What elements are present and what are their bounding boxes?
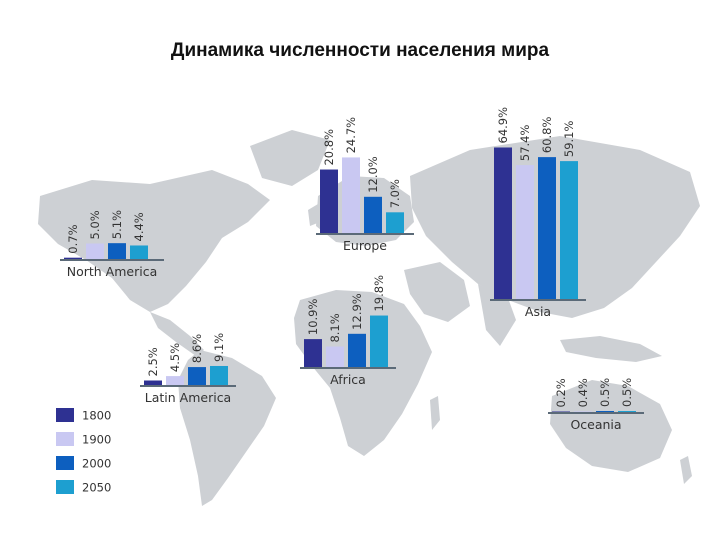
- middle-east-shape: [404, 262, 470, 322]
- legend-swatch-2000: [56, 456, 74, 470]
- bar-africa-1800: [304, 339, 322, 368]
- data-label: 59.1%: [562, 121, 576, 158]
- bar-asia-1800: [494, 147, 512, 300]
- data-label: 60.8%: [540, 117, 554, 154]
- bar-latin-america-1800: [144, 380, 162, 386]
- data-label: 0.5%: [598, 378, 612, 407]
- legend-swatch-1800: [56, 408, 74, 422]
- data-label: 2.5%: [146, 347, 160, 376]
- legend: 1800 1900 2000 2050: [56, 408, 111, 495]
- legend-label: 1900: [82, 433, 111, 447]
- bar-africa-2050: [370, 315, 388, 368]
- data-label: 8.6%: [190, 334, 204, 363]
- bar-europe-2050: [386, 212, 404, 234]
- bar-europe-2000: [364, 196, 382, 234]
- data-label: 12.0%: [366, 156, 380, 193]
- region-charts: 0.7% 5.0% 5.1% 4.4% North America 20.8% 24.7% 1…: [60, 107, 644, 432]
- data-label: 5.0%: [88, 210, 102, 239]
- region-oceania: 0.2% 0.4% 0.5% 0.5% Oceania: [548, 378, 644, 432]
- chart-title: Динамика численности населения мира: [170, 40, 550, 61]
- region-label: Oceania: [570, 417, 621, 432]
- bar-europe-1800: [320, 169, 338, 234]
- region-label: Africa: [330, 372, 366, 387]
- data-label: 0.4%: [576, 378, 590, 407]
- africa-shape: [294, 290, 432, 456]
- central-america-shape: [150, 312, 204, 356]
- region-label: Europe: [343, 238, 387, 253]
- bar-latin-america-2000: [188, 367, 206, 386]
- uk-shape: [308, 204, 320, 226]
- bar-north-america-1800: [64, 257, 82, 260]
- data-label: 64.9%: [496, 107, 510, 144]
- data-label: 9.1%: [212, 333, 226, 362]
- data-label: 8.1%: [328, 313, 342, 342]
- legend-swatch-1900: [56, 432, 74, 446]
- region-label: Asia: [525, 304, 551, 319]
- greenland-shape: [250, 130, 330, 186]
- data-label: 20.8%: [322, 129, 336, 166]
- madagascar-shape: [430, 396, 440, 430]
- bar-latin-america-2050: [210, 365, 228, 386]
- region-asia: 64.9% 57.4% 60.8% 59.1% Asia: [490, 107, 586, 319]
- legend-label: 2050: [82, 481, 111, 495]
- data-label: 7.0%: [388, 179, 402, 208]
- region-latin-america: 2.5% 4.5% 8.6% 9.1% Latin America: [140, 333, 236, 405]
- legend-label: 2000: [82, 457, 111, 471]
- region-label: North America: [67, 264, 158, 279]
- data-label: 10.9%: [306, 299, 320, 336]
- bar-asia-2050: [560, 161, 578, 300]
- data-label: 57.4%: [518, 125, 532, 162]
- data-label: 0.5%: [620, 378, 634, 407]
- legend-swatch-2050: [56, 480, 74, 494]
- data-label: 4.4%: [132, 212, 146, 241]
- region-label: Latin America: [145, 390, 231, 405]
- bar-africa-2000: [348, 333, 366, 368]
- region-europe: 20.8% 24.7% 12.0% 7.0% Europe: [316, 117, 414, 253]
- bar-north-america-1900: [86, 243, 104, 260]
- bar-europe-1900: [342, 157, 360, 234]
- legend-label: 1800: [82, 409, 111, 423]
- data-label: 12.9%: [350, 293, 364, 330]
- data-label: 0.2%: [554, 378, 568, 407]
- region-africa: 10.9% 8.1% 12.9% 19.8% Africa: [300, 275, 396, 387]
- bar-latin-america-1900: [166, 376, 184, 386]
- data-label: 5.1%: [110, 210, 124, 239]
- japan-shape: [640, 228, 656, 262]
- data-label: 19.8%: [372, 275, 386, 312]
- data-label: 4.5%: [168, 343, 182, 372]
- region-north-america: 0.7% 5.0% 5.1% 4.4% North America: [60, 210, 164, 279]
- data-label: 24.7%: [344, 117, 358, 154]
- bar-north-america-2000: [108, 243, 126, 260]
- bar-asia-2000: [538, 157, 556, 300]
- bar-africa-1900: [326, 346, 344, 368]
- bar-north-america-2050: [130, 245, 148, 260]
- south-america-shape: [178, 350, 276, 506]
- data-label: 0.7%: [66, 224, 80, 253]
- bar-asia-1900: [516, 165, 534, 300]
- indonesia-shape: [560, 336, 662, 362]
- australia-shape: [550, 380, 672, 472]
- north-america-shape: [38, 170, 270, 312]
- new-zealand-shape: [680, 456, 692, 484]
